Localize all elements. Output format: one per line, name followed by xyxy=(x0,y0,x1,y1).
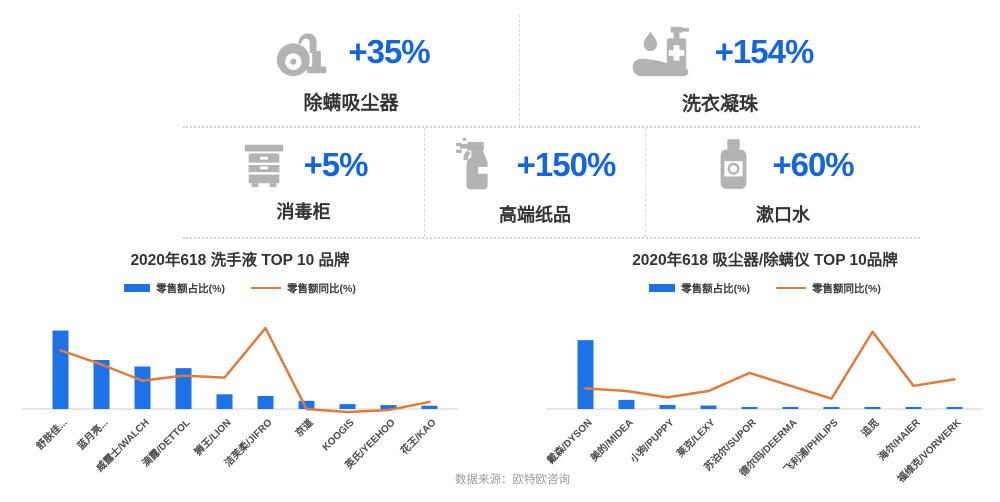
stat-premium-paper: +150% 高端纸品 xyxy=(425,128,646,237)
stat-mite-vacuum-cleaner: +35% 除螨吸尘器 xyxy=(183,14,520,126)
stat-label: 消毒柜 xyxy=(276,202,331,222)
bar-戴森/DYSON xyxy=(577,340,594,409)
chart-legend: 零售额占比(%) 零售额同比(%) xyxy=(10,281,470,295)
stat-label: 漱口水 xyxy=(756,205,810,225)
bar-福维克/VORWERK xyxy=(946,406,963,409)
spray-bottle-icon xyxy=(455,136,501,192)
bar-line-chart: 戴森/DYSON美的/MIDEA小狗/PUPPY莱克/LEXY苏泊尔/SUPOR… xyxy=(544,330,983,486)
stat-value: +5% xyxy=(303,145,369,183)
mouthwash-bottle-icon xyxy=(712,136,756,192)
bar-英氏/YEEHOO xyxy=(380,405,397,409)
x-axis-label: KOOGIS xyxy=(321,417,357,453)
chart-vacuum-top10: 2020年618 吸尘器/除螨仪 TOP 10品牌 零售额占比(%) 零售额同比… xyxy=(535,250,995,491)
x-axis-label: 福维克/VORWERK xyxy=(894,415,964,485)
chart-title: 2020年618 洗手液 TOP 10 品牌 xyxy=(130,252,350,269)
bar-飞利浦/PHILIPS xyxy=(823,406,840,409)
bar-苏泊尔/SUPOR xyxy=(741,406,758,409)
stat-label: 除螨吸尘器 xyxy=(303,93,399,114)
trend-line xyxy=(584,330,956,400)
legend-bar-entry: 零售额占比(%) xyxy=(124,281,225,296)
bar-小狗/PUPPY xyxy=(659,404,676,409)
bar-京道 xyxy=(298,400,315,409)
x-axis-label: 舒肤佳... xyxy=(33,416,69,452)
legend-line-swatch xyxy=(776,287,806,289)
divider-line xyxy=(183,237,920,239)
chart-hand-sanitizer-top10: 2020年618 洗手液 TOP 10 品牌 零售额占比(%) 零售额同比(%)… xyxy=(10,250,470,491)
bar-海尔/HAIER xyxy=(905,406,922,409)
legend-bar-swatch xyxy=(649,284,676,292)
category-stats: +35% 除螨吸尘器 xyxy=(183,14,920,239)
stat-value: +35% xyxy=(348,32,430,70)
bar-美的/MIDEA xyxy=(618,399,635,409)
legend-line-label: 零售额同比(%) xyxy=(287,282,356,295)
stat-label: 洗衣凝珠 xyxy=(681,94,758,115)
bar-舒肤佳... xyxy=(52,330,69,409)
legend-bar-entry: 零售额占比(%) xyxy=(649,281,750,296)
legend-bar-label: 零售额占比(%) xyxy=(156,282,225,295)
data-source-note: 数据来源：欧特欧咨询 xyxy=(455,474,570,486)
bar-滴露/DETTOL xyxy=(175,368,192,409)
stat-disinfection-cabinet: +5% 消毒柜 xyxy=(183,128,425,237)
legend-line-swatch xyxy=(251,287,281,289)
x-axis-label: 戴森/DYSON xyxy=(544,416,594,466)
legend-bar-label: 零售额占比(%) xyxy=(681,282,750,295)
stat-label: 高端纸品 xyxy=(499,205,571,225)
bar-德尔玛/DEERMA xyxy=(782,406,799,409)
stat-value: +154% xyxy=(714,32,815,70)
stat-value: +60% xyxy=(772,145,854,183)
x-axis-label: 花王/KAO xyxy=(398,416,439,457)
stat-value: +150% xyxy=(516,145,617,183)
bar-蓝月亮... xyxy=(93,359,110,409)
chart-legend: 零售额占比(%) 零售额同比(%) xyxy=(535,281,995,295)
x-axis-label: 小狗/PUPPY xyxy=(627,416,677,466)
disinfection-cabinet-icon xyxy=(240,139,288,189)
x-axis-label: 蓝月亮... xyxy=(74,416,110,452)
bar-威露士/WALCH xyxy=(134,366,151,409)
chart-title: 2020年618 吸尘器/除螨仪 TOP 10品牌 xyxy=(632,252,898,269)
divider-line xyxy=(183,126,920,128)
stat-laundry-pods: +154% 洗衣凝珠 xyxy=(520,14,920,126)
legend-line-label: 零售额同比(%) xyxy=(812,282,881,295)
stats-row-2: +5% 消毒柜 xyxy=(183,128,920,237)
x-axis-label: 京道 xyxy=(292,416,315,439)
legend-bar-swatch xyxy=(124,284,151,292)
hand-sanitizer-icon xyxy=(627,22,699,80)
bar-追觅 xyxy=(864,406,881,409)
stat-mouthwash: +60% 漱口水 xyxy=(646,128,920,237)
bar-花王/KAO xyxy=(421,405,438,409)
stats-row-1: +35% 除螨吸尘器 xyxy=(183,14,920,126)
bar-KOOGIS xyxy=(339,404,356,409)
x-axis-label: 狮王/LION xyxy=(191,416,234,459)
trend-line xyxy=(59,326,431,414)
bar-狮王/LION xyxy=(216,394,233,409)
x-axis-label: 莱克/LEXY xyxy=(674,416,718,460)
bar-莱克/LEXY xyxy=(700,405,717,409)
x-axis-label: 追觅 xyxy=(858,416,881,439)
vacuum-cleaner-icon xyxy=(272,23,332,79)
legend-line-entry: 零售额同比(%) xyxy=(776,281,881,296)
legend-line-entry: 零售额同比(%) xyxy=(251,281,356,296)
bar-洁芙柔/JIFRO xyxy=(257,395,274,409)
